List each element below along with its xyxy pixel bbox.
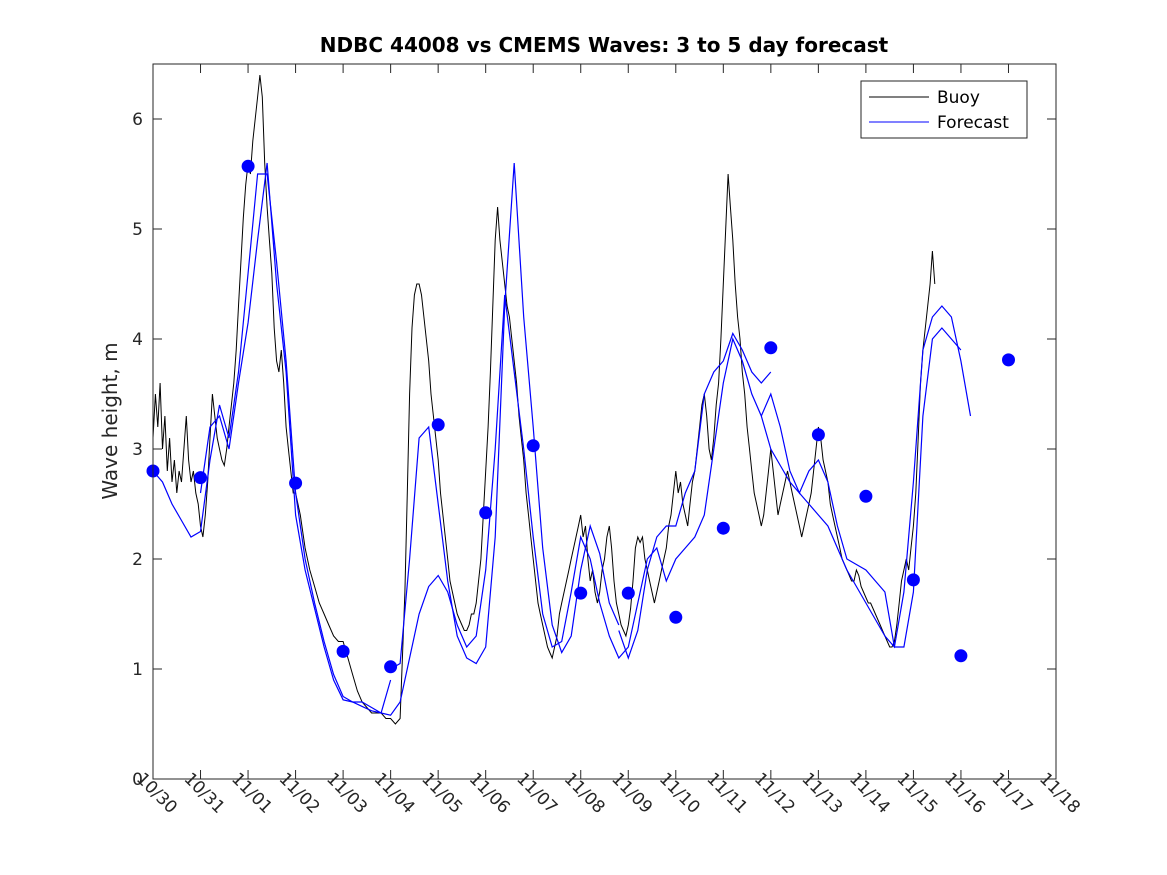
- forecast-marker-11: [621, 586, 635, 600]
- forecast-marker-17: [906, 573, 920, 587]
- forecast-marker-8: [479, 506, 493, 520]
- marker-layer: [146, 159, 1015, 674]
- y-axis-label: Wave height, m: [98, 342, 122, 499]
- forecast-marker-19: [1002, 353, 1015, 367]
- legend: Buoy Forecast: [860, 80, 1028, 139]
- legend-buoy-label: Buoy: [937, 88, 980, 108]
- y-tick-label: 1: [132, 660, 143, 680]
- forecast-marker-18: [954, 649, 968, 663]
- forecast-line-5: [760, 327, 962, 648]
- forecast-marker-16: [859, 489, 873, 503]
- axes-box: [152, 63, 1057, 780]
- y-tick-label: 6: [132, 110, 143, 130]
- y-tick-label: 4: [132, 330, 143, 350]
- plot-area: [153, 64, 1056, 779]
- forecast-line-1: [152, 173, 972, 716]
- forecast-marker-13: [716, 521, 730, 535]
- y-tick-label: 5: [132, 220, 143, 240]
- forecast-marker-10: [574, 586, 588, 600]
- forecast-marker-6: [384, 660, 398, 674]
- forecast-marker-3: [241, 159, 255, 173]
- forecast-marker-12: [669, 610, 683, 624]
- forecast-marker-5: [336, 644, 350, 658]
- forecast-line-4: [618, 332, 772, 660]
- y-tick-label: 2: [132, 550, 143, 570]
- series-layer: [152, 74, 972, 725]
- forecast-line-2: [199, 162, 392, 714]
- y-tick-label: 0: [132, 770, 143, 790]
- forecast-line-3: [390, 162, 620, 670]
- chart-title: NDBC 44008 vs CMEMS Waves: 3 to 5 day fo…: [320, 33, 889, 57]
- legend-box: [860, 80, 1028, 139]
- forecast-marker-15: [811, 428, 825, 442]
- forecast-marker-4: [289, 476, 303, 490]
- forecast-marker-2: [194, 471, 207, 485]
- forecast-marker-7: [431, 418, 445, 432]
- forecast-marker-14: [764, 341, 778, 355]
- legend-forecast-label: Forecast: [937, 113, 1009, 133]
- forecast-marker-9: [526, 439, 540, 453]
- buoy-line: [152, 74, 936, 725]
- y-tick-label: 3: [132, 440, 143, 460]
